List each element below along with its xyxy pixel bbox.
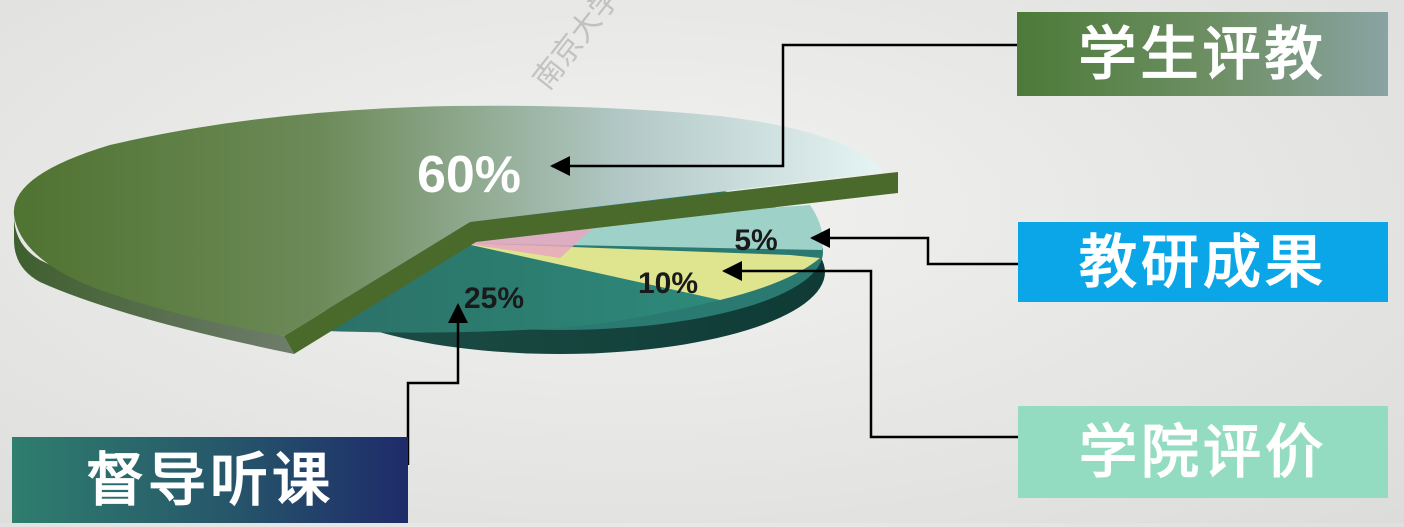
pie-slice-student — [13, 105, 885, 336]
legend-label-college: 学院评价 — [1078, 418, 1327, 486]
legend-label-student: 学生评教 — [1078, 20, 1327, 88]
pie-slice-supervisor — [300, 243, 720, 333]
value-label-supervisor: 25% — [464, 282, 524, 315]
legend-label-research: 教研成果 — [1078, 228, 1327, 296]
value-label-research: 5% — [734, 224, 777, 257]
legend-box-research: 教研成果 — [1018, 222, 1388, 302]
callout-line-college — [722, 261, 1018, 439]
legend-label-supervisor: 督导听课 — [85, 446, 334, 514]
legend-box-college: 学院评价 — [1018, 406, 1388, 498]
value-label-college: 10% — [638, 267, 698, 300]
pie-slice-college — [462, 243, 820, 300]
legend-box-student: 学生评教 — [1017, 12, 1388, 96]
pie-slice-student-edge — [284, 172, 898, 354]
value-label-student: 60% — [417, 146, 521, 204]
callout-line-supervisor — [406, 303, 468, 465]
callout-line-student — [550, 43, 1017, 176]
callout-line-research — [810, 228, 1018, 266]
legend-box-supervisor: 督导听课 — [12, 437, 408, 523]
pie-slice-student-side — [14, 215, 294, 354]
